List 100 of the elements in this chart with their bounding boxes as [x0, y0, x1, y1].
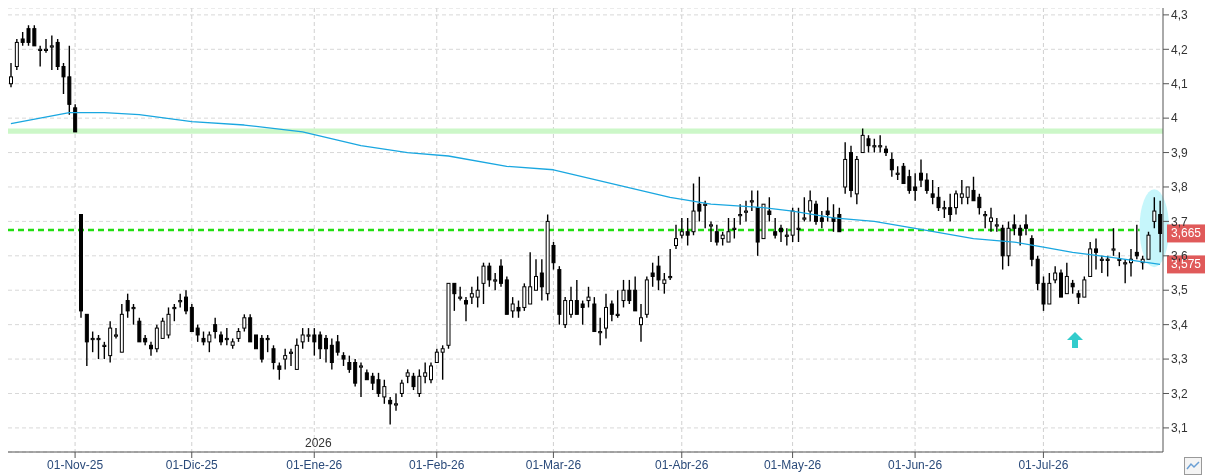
candlestick: [1105, 255, 1110, 278]
candlestick: [954, 189, 958, 216]
candlestick: [271, 344, 276, 371]
candlestick: [539, 258, 544, 302]
candlestick: [784, 227, 789, 247]
candlestick: [749, 189, 754, 212]
candlestick: [493, 272, 498, 291]
candlestick: [213, 317, 218, 340]
candlestick: [679, 217, 684, 240]
candlestick: [114, 327, 118, 340]
candlestick: [919, 158, 923, 188]
candlestick: [388, 396, 393, 426]
candlestick: [959, 179, 964, 205]
candlestick: [924, 172, 929, 195]
candlestick: [137, 317, 142, 343]
y-tick-label: 4,1: [1171, 76, 1189, 91]
candlestick: [732, 217, 737, 240]
candlestick: [802, 196, 807, 223]
candlestick: [440, 344, 445, 381]
candlestick: [668, 248, 673, 281]
candlestick: [598, 317, 603, 346]
candlestick: [283, 348, 288, 371]
candlestick: [38, 45, 43, 68]
candlestick: [1018, 224, 1023, 247]
y-tick-label: 3,3: [1171, 352, 1189, 367]
candlestick: [429, 361, 433, 384]
candlestick: [703, 200, 708, 229]
candlestick: [1134, 224, 1139, 260]
candlestick: [1024, 213, 1028, 236]
candlestick: [335, 334, 340, 357]
candlestick: [1094, 237, 1098, 271]
candlestick: [44, 38, 48, 54]
candlestick: [913, 172, 918, 202]
candlestick: [1029, 234, 1034, 267]
candlestick: [324, 334, 328, 364]
candlestick: [948, 193, 953, 223]
candlestick: [394, 392, 398, 412]
x-tick-label: 01-Dic-25: [165, 457, 219, 472]
candlestick: [983, 210, 988, 229]
candlestick: [814, 200, 818, 226]
candlestick: [1064, 262, 1069, 295]
candlestick: [714, 224, 719, 247]
candlestick: [458, 286, 463, 302]
y-tick-label: 4: [1171, 111, 1178, 126]
candlestick: [1152, 196, 1157, 229]
candlestick: [779, 224, 783, 243]
annotation: 2026: [305, 436, 332, 450]
x-tick-label: 01-Jul-26: [1018, 457, 1069, 472]
candlestick: [184, 289, 188, 316]
candlestick: [825, 196, 830, 223]
candlestick: [633, 275, 638, 312]
x-tick-label: 01-Ene-26: [286, 457, 343, 472]
x-tick-label: 01-Abr-26: [655, 457, 709, 472]
candlestick: [639, 303, 643, 343]
y-tick-label: 4,3: [1171, 8, 1189, 23]
y-tick-label: 3,5: [1171, 283, 1189, 298]
candlestick: [528, 251, 533, 305]
candlestick: [709, 220, 713, 243]
text: 3,665: [1170, 226, 1202, 241]
line-series: [10, 111, 1161, 266]
candlestick: [154, 323, 159, 353]
candlestick: [569, 286, 573, 319]
candlestick: [534, 258, 538, 291]
y-tick-label: 3,7: [1171, 214, 1189, 229]
candlestick: [329, 337, 334, 371]
y-tick-label: 3,8: [1171, 180, 1189, 195]
candlestick: [469, 286, 474, 305]
x-tick-label: 01-May-26: [763, 457, 822, 472]
candlestick: [604, 292, 608, 340]
candlestick: [574, 279, 579, 316]
candlestick: [423, 361, 428, 384]
candlestick: [1158, 200, 1163, 254]
candlestick: [475, 275, 480, 309]
candlestick: [178, 292, 183, 309]
y-tick-label: 3,1: [1171, 421, 1189, 436]
x-tick-label: 01-Mar-26: [525, 457, 582, 472]
candlestick: [289, 348, 293, 367]
candlestick: [609, 299, 614, 322]
candlestick: [224, 327, 229, 346]
candlestick: [359, 361, 363, 398]
candlestick: [9, 62, 13, 88]
candlestick: [674, 224, 678, 250]
x-tick-label: 01-Jun-26: [888, 457, 943, 472]
candlestick: [738, 203, 743, 226]
candlestick: [989, 206, 993, 233]
x-tick-label: 01-Feb-26: [409, 457, 465, 472]
candlestick: [1099, 255, 1104, 274]
candlestick: [615, 289, 620, 319]
candlestick: [464, 296, 468, 322]
candlestick: [808, 189, 813, 223]
candlestick: [318, 330, 323, 360]
x-tick-label: 01-Nov-25: [47, 457, 104, 472]
y-tick-label: 3,4: [1171, 317, 1189, 332]
candlestick: [1123, 258, 1128, 285]
y-tick-label: 3,2: [1171, 386, 1189, 401]
candlestick: [259, 334, 264, 364]
candlestick: [889, 151, 894, 178]
y-tick-label: 3,9: [1171, 145, 1189, 160]
candlestick: [149, 341, 153, 357]
candlestick: [773, 217, 778, 240]
